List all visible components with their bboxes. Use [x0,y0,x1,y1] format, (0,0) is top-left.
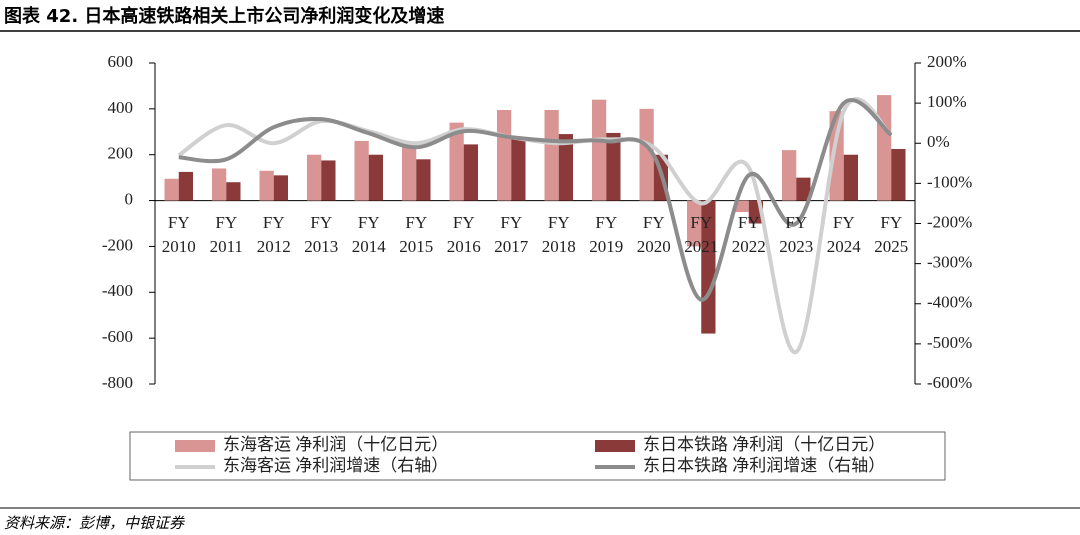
x-tick-label: FY 2013 [304,212,339,256]
x-tick-label: FY 2023 [779,212,814,256]
y2-tick-label: -500% [927,333,972,352]
bar [606,132,621,201]
x-tick-label: FY 2014 [351,212,386,256]
bar [463,144,478,201]
y-tick-label: 600 [108,52,134,71]
legend-label: 东日本铁路 净利润增速（右轴） [643,456,885,475]
line [178,98,893,302]
y2-tick-label: -200% [927,212,972,231]
x-tick-label: FY 2010 [161,212,196,256]
bar [796,177,811,201]
bar [877,95,892,201]
y2-tick-label: -100% [927,172,972,191]
legend-label: 东海客运 净利润增速（右轴） [223,456,448,475]
bar [416,159,431,201]
x-tick-label: FY 2020 [636,212,671,256]
bar [164,178,179,201]
y2-tick-label: -300% [927,253,972,272]
x-tick-label: FY 2019 [589,212,624,256]
bar [368,154,383,201]
bar [558,134,573,201]
x-tick-label: FY 2017 [494,212,529,256]
bar [843,154,858,201]
x-tick-label: FY 2012 [256,212,291,256]
x-tick-label: FY 2016 [446,212,481,256]
source-note: 资料来源：彭博，中银证券 [4,514,185,532]
y-tick-label: -600 [102,327,133,346]
bar [544,110,559,201]
bar [639,108,654,201]
bar [226,182,241,201]
chart-title: 图表 42. 日本高速铁路相关上市公司净利润变化及增速 [4,6,445,27]
y-tick-label: -200 [102,235,133,254]
bar [212,168,227,201]
bar [497,110,512,201]
bar [734,200,749,213]
x-tick-label: FY 2011 [209,212,243,256]
bar [449,122,464,201]
bar [829,111,844,201]
y-tick-label: 400 [108,98,134,117]
bar [891,148,906,201]
bar [687,200,702,247]
y2-tick-label: -600% [927,373,972,392]
legend-label: 东日本铁路 净利润（十亿日元） [643,435,885,454]
y-tick-label: 0 [125,189,134,208]
y2-tick-label: 200% [927,52,967,71]
y2-tick-label: 0% [927,132,950,151]
legend-swatch [595,440,635,452]
y2-tick-label: 100% [927,92,967,111]
x-tick-label: FY 2018 [541,212,576,256]
legend-swatch [175,440,215,452]
legend-box [129,431,946,481]
bar [273,175,288,201]
x-tick-label: FY 2015 [399,212,434,256]
x-tick-label: FY 2021 [684,212,719,256]
y-tick-label: 200 [108,144,134,163]
bar [321,160,336,201]
legend-label: 东海客运 净利润（十亿日元） [223,435,448,454]
bar [307,154,322,201]
x-tick-label: FY 2022 [731,212,766,256]
bar [354,140,369,201]
bar [782,150,797,201]
bar [511,137,526,201]
y-tick-label: -800 [102,373,133,392]
x-tick-label: FY 2025 [874,212,909,256]
bar [178,171,193,201]
y2-tick-label: -400% [927,293,972,312]
bar [259,170,274,201]
y-tick-label: -400 [102,281,133,300]
bar [592,99,607,201]
x-tick-label: FY 2024 [826,212,861,256]
bar [402,145,417,201]
